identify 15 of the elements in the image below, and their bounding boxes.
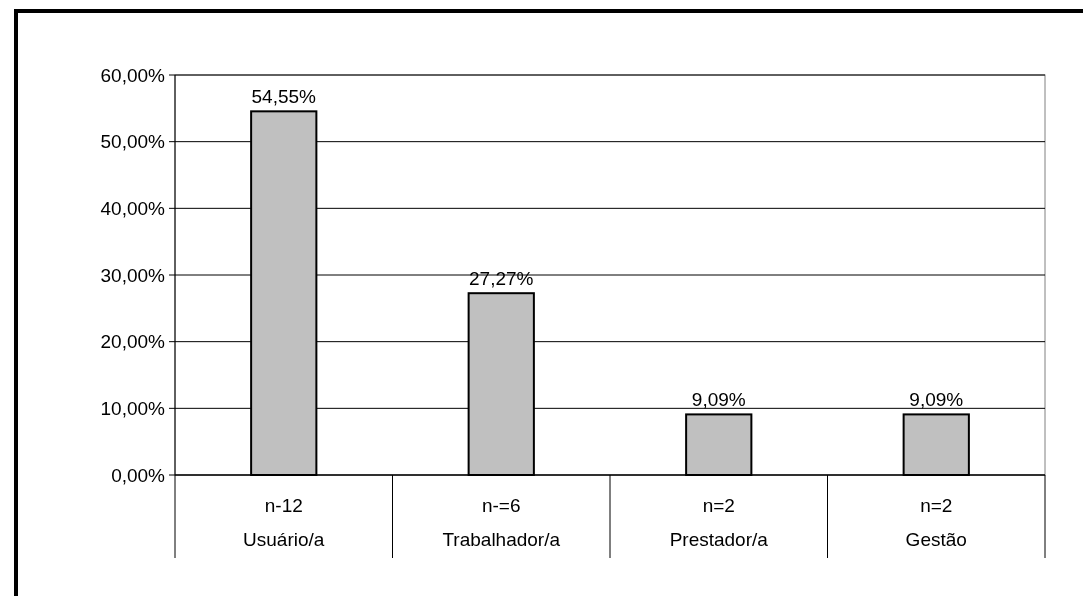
y-tick-label: 50,00% — [100, 131, 166, 153]
y-tick-label: 10,00% — [100, 397, 166, 419]
y-tick-label: 20,00% — [100, 331, 166, 353]
x-tick-label: n-=6 Trabalhador/a — [442, 495, 561, 550]
data-label: 54,55% — [251, 86, 317, 108]
y-tick-label: 30,00% — [100, 264, 166, 286]
y-tick-label: 0,00% — [111, 464, 166, 486]
x-tick-label: n-12 Usuário/a — [243, 495, 325, 550]
y-tick-label: 60,00% — [100, 64, 166, 86]
y-tick-label: 40,00% — [100, 197, 166, 219]
data-label: 9,09% — [691, 389, 746, 411]
x-tick-label: n=2 Prestador/a — [669, 495, 769, 550]
x-tick-label: n=2 Gestão — [905, 495, 967, 550]
data-label: 9,09% — [909, 389, 964, 411]
data-label: 27,27% — [469, 268, 534, 290]
